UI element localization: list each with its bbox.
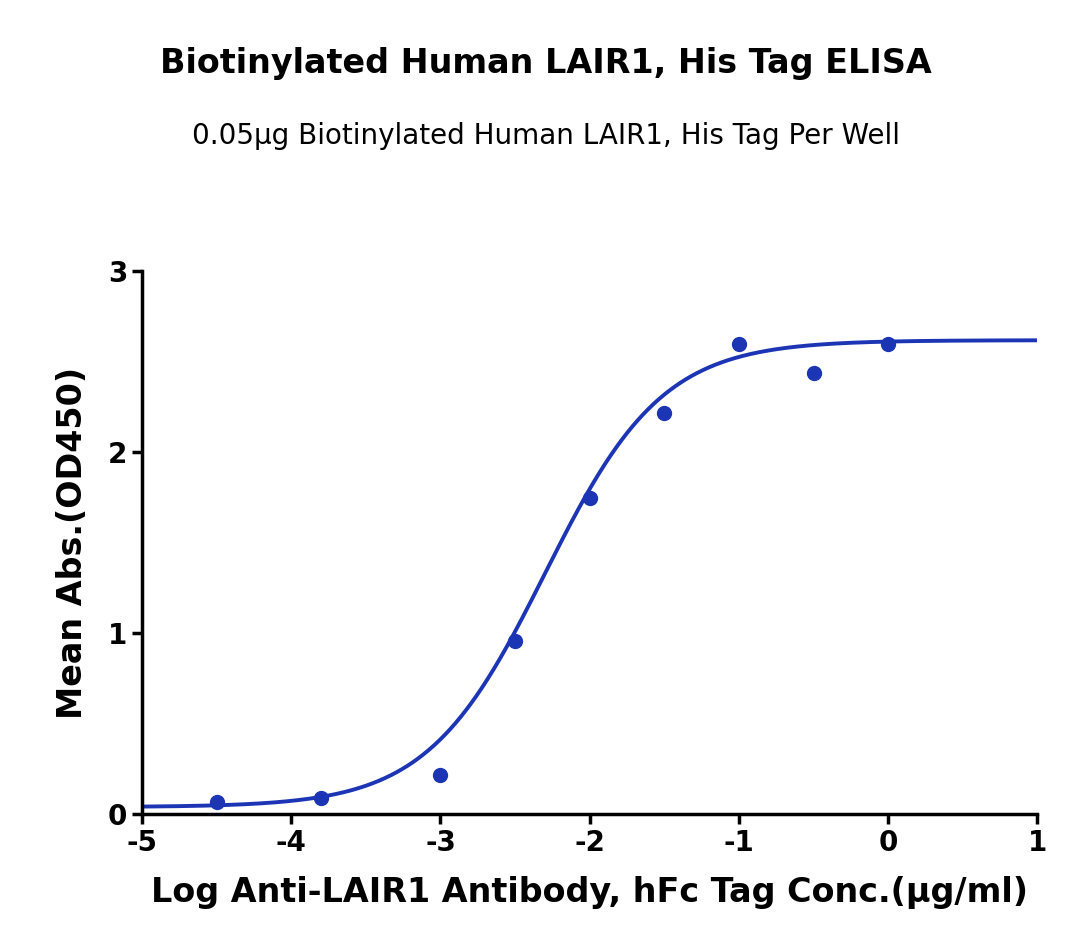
Point bbox=[312, 791, 330, 806]
Point bbox=[655, 405, 673, 420]
Point bbox=[207, 794, 225, 809]
X-axis label: Log Anti-LAIR1 Antibody, hFc Tag Conc.(μg/ml): Log Anti-LAIR1 Antibody, hFc Tag Conc.(μ… bbox=[151, 876, 1029, 910]
Point bbox=[431, 767, 449, 782]
Point bbox=[731, 336, 748, 351]
Y-axis label: Mean Abs.(OD450): Mean Abs.(OD450) bbox=[56, 367, 88, 719]
Point bbox=[805, 365, 822, 380]
Point bbox=[507, 633, 524, 648]
Point bbox=[879, 336, 897, 351]
Text: Biotinylated Human LAIR1, His Tag ELISA: Biotinylated Human LAIR1, His Tag ELISA bbox=[161, 47, 931, 80]
Text: 0.05μg Biotinylated Human LAIR1, His Tag Per Well: 0.05μg Biotinylated Human LAIR1, His Tag… bbox=[192, 122, 900, 150]
Point bbox=[581, 490, 598, 505]
